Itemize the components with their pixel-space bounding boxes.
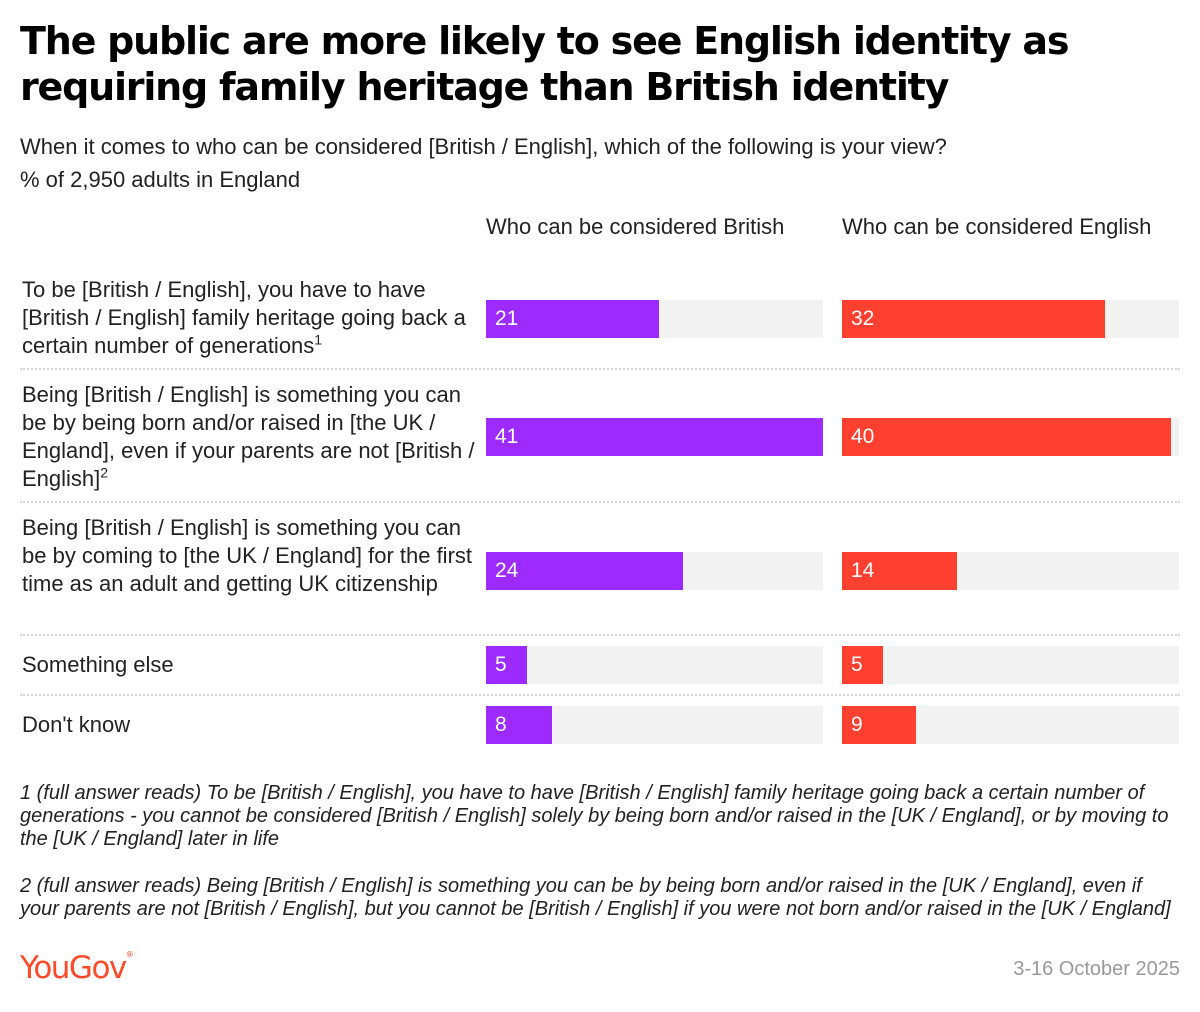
bar-value-label: 21: [495, 307, 519, 330]
bar-english: 40: [842, 418, 1171, 456]
bar-british: 8: [486, 706, 552, 744]
chart-title: The public are more likely to see Englis…: [20, 19, 1069, 109]
logo-registered-mark: ®: [125, 950, 134, 959]
chart-row: Something else 5 5: [0, 646, 1200, 690]
bar-track-english: 40: [842, 418, 1179, 456]
yougov-logo: YouGov®: [20, 950, 134, 986]
chart-subtitle: When it comes to who can be considered […: [20, 134, 947, 159]
row-divider: [20, 368, 1180, 370]
bar-value-label: 5: [851, 653, 863, 676]
bar-value-label: 9: [851, 713, 863, 736]
bar-english: 9: [842, 706, 916, 744]
sample-base: % of 2,950 adults in England: [20, 167, 301, 192]
bar-value-label: 24: [495, 559, 519, 582]
row-label-text: Something else: [22, 652, 174, 677]
bar-value-label: 5: [495, 653, 507, 676]
bar-english: 32: [842, 300, 1105, 338]
bar-value-label: 8: [495, 713, 507, 736]
bar-track-english: 14: [842, 552, 1179, 590]
row-label-text: Being [British / English] is something y…: [22, 382, 475, 491]
bar-british: 24: [486, 552, 683, 590]
footnote-marker: 2: [100, 464, 109, 481]
bar-track-british: 41: [486, 418, 823, 456]
bar-british: 21: [486, 300, 659, 338]
bar-track-english: 5: [842, 646, 1179, 684]
bar-value-label: 40: [851, 425, 875, 448]
bar-value-label: 32: [851, 307, 875, 330]
footnote-2: 2 (full answer reads) Being [British / E…: [20, 875, 1171, 920]
bar-british: 41: [486, 418, 823, 456]
bar-value-label: 41: [495, 425, 519, 448]
bar-track-english: 32: [842, 300, 1179, 338]
footnote-1: 1 (full answer reads) To be [British / E…: [20, 782, 1169, 850]
bar-track-british: 24: [486, 552, 823, 590]
row-label-text: To be [British / English], you have to h…: [22, 277, 466, 358]
footnote-marker: 1: [314, 331, 323, 348]
bar-value-label: 14: [851, 559, 875, 582]
row-label: Something else: [22, 651, 477, 679]
chart-row: Don't know 8 9: [0, 706, 1200, 750]
row-divider: [20, 694, 1180, 696]
row-label: Don't know: [22, 711, 477, 739]
bar-track-british: 8: [486, 706, 823, 744]
bar-track-english: 9: [842, 706, 1179, 744]
bar-track-british: 21: [486, 300, 823, 338]
bar-english: 14: [842, 552, 957, 590]
row-label: Being [British / English] is something y…: [22, 514, 477, 598]
chart-row: Being [British / English] is something y…: [0, 381, 1200, 493]
bar-british: 5: [486, 646, 527, 684]
row-divider: [20, 634, 1180, 636]
chart-row: Being [British / English] is something y…: [0, 514, 1200, 626]
chart-row: To be [British / English], you have to h…: [0, 276, 1200, 364]
row-label-text: Don't know: [22, 712, 131, 737]
bar-english: 5: [842, 646, 883, 684]
column-header-english: Who can be considered English: [842, 214, 1152, 239]
row-label: To be [British / English], you have to h…: [22, 276, 477, 360]
fieldwork-date: 3-16 October 2025: [1013, 958, 1180, 980]
column-header-british: Who can be considered British: [486, 214, 785, 239]
bar-track-british: 5: [486, 646, 823, 684]
row-label: Being [British / English] is something y…: [22, 381, 477, 493]
logo-text: YouGov: [20, 950, 127, 986]
row-label-text: Being [British / English] is something y…: [22, 515, 473, 596]
row-divider: [20, 501, 1180, 503]
